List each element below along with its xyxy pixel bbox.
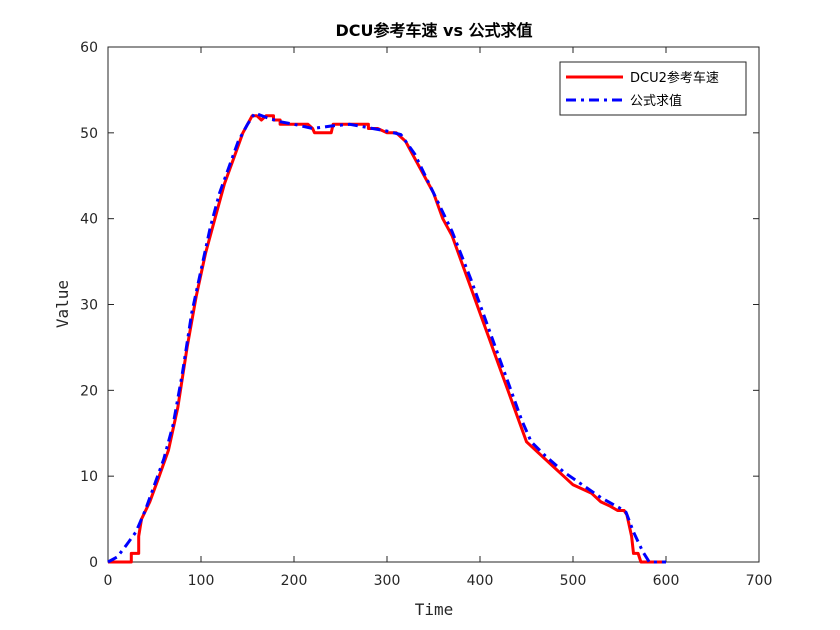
series-layer xyxy=(107,111,666,564)
y-tick-label: 40 xyxy=(80,212,98,228)
y-tick-label: 0 xyxy=(89,555,98,571)
y-tick-label: 60 xyxy=(80,40,98,56)
plot-area xyxy=(107,46,760,563)
y-tick-label: 10 xyxy=(80,469,98,485)
y-tick-label: 30 xyxy=(80,298,98,314)
legend: DCU2参考车速 公式求值 xyxy=(559,61,747,116)
x-tick-label: 300 xyxy=(374,573,401,589)
x-axis-ticks: 0 100 200 300 400 500 600 700 xyxy=(104,47,773,589)
y-tick-label: 50 xyxy=(80,126,98,142)
x-tick-label: 400 xyxy=(467,573,494,589)
x-tick-label: 0 xyxy=(104,573,113,589)
y-axis-label: Value xyxy=(53,280,72,328)
legend-label-formula: 公式求值 xyxy=(630,93,682,109)
y-tick-label: 20 xyxy=(80,383,98,399)
chart-title: DCU参考车速 vs 公式求值 xyxy=(335,21,532,40)
y-axis-ticks: 0 10 20 30 40 50 60 xyxy=(80,40,759,571)
x-axis-label: Time xyxy=(415,600,454,619)
series-line-1 xyxy=(107,111,666,564)
x-tick-label: 700 xyxy=(746,573,773,589)
x-tick-label: 200 xyxy=(281,573,308,589)
x-tick-label: 100 xyxy=(188,573,215,589)
x-tick-label: 600 xyxy=(653,573,680,589)
legend-label-dcu2: DCU2参考车速 xyxy=(630,70,719,86)
x-tick-label: 500 xyxy=(560,573,587,589)
legend-box xyxy=(559,61,747,116)
